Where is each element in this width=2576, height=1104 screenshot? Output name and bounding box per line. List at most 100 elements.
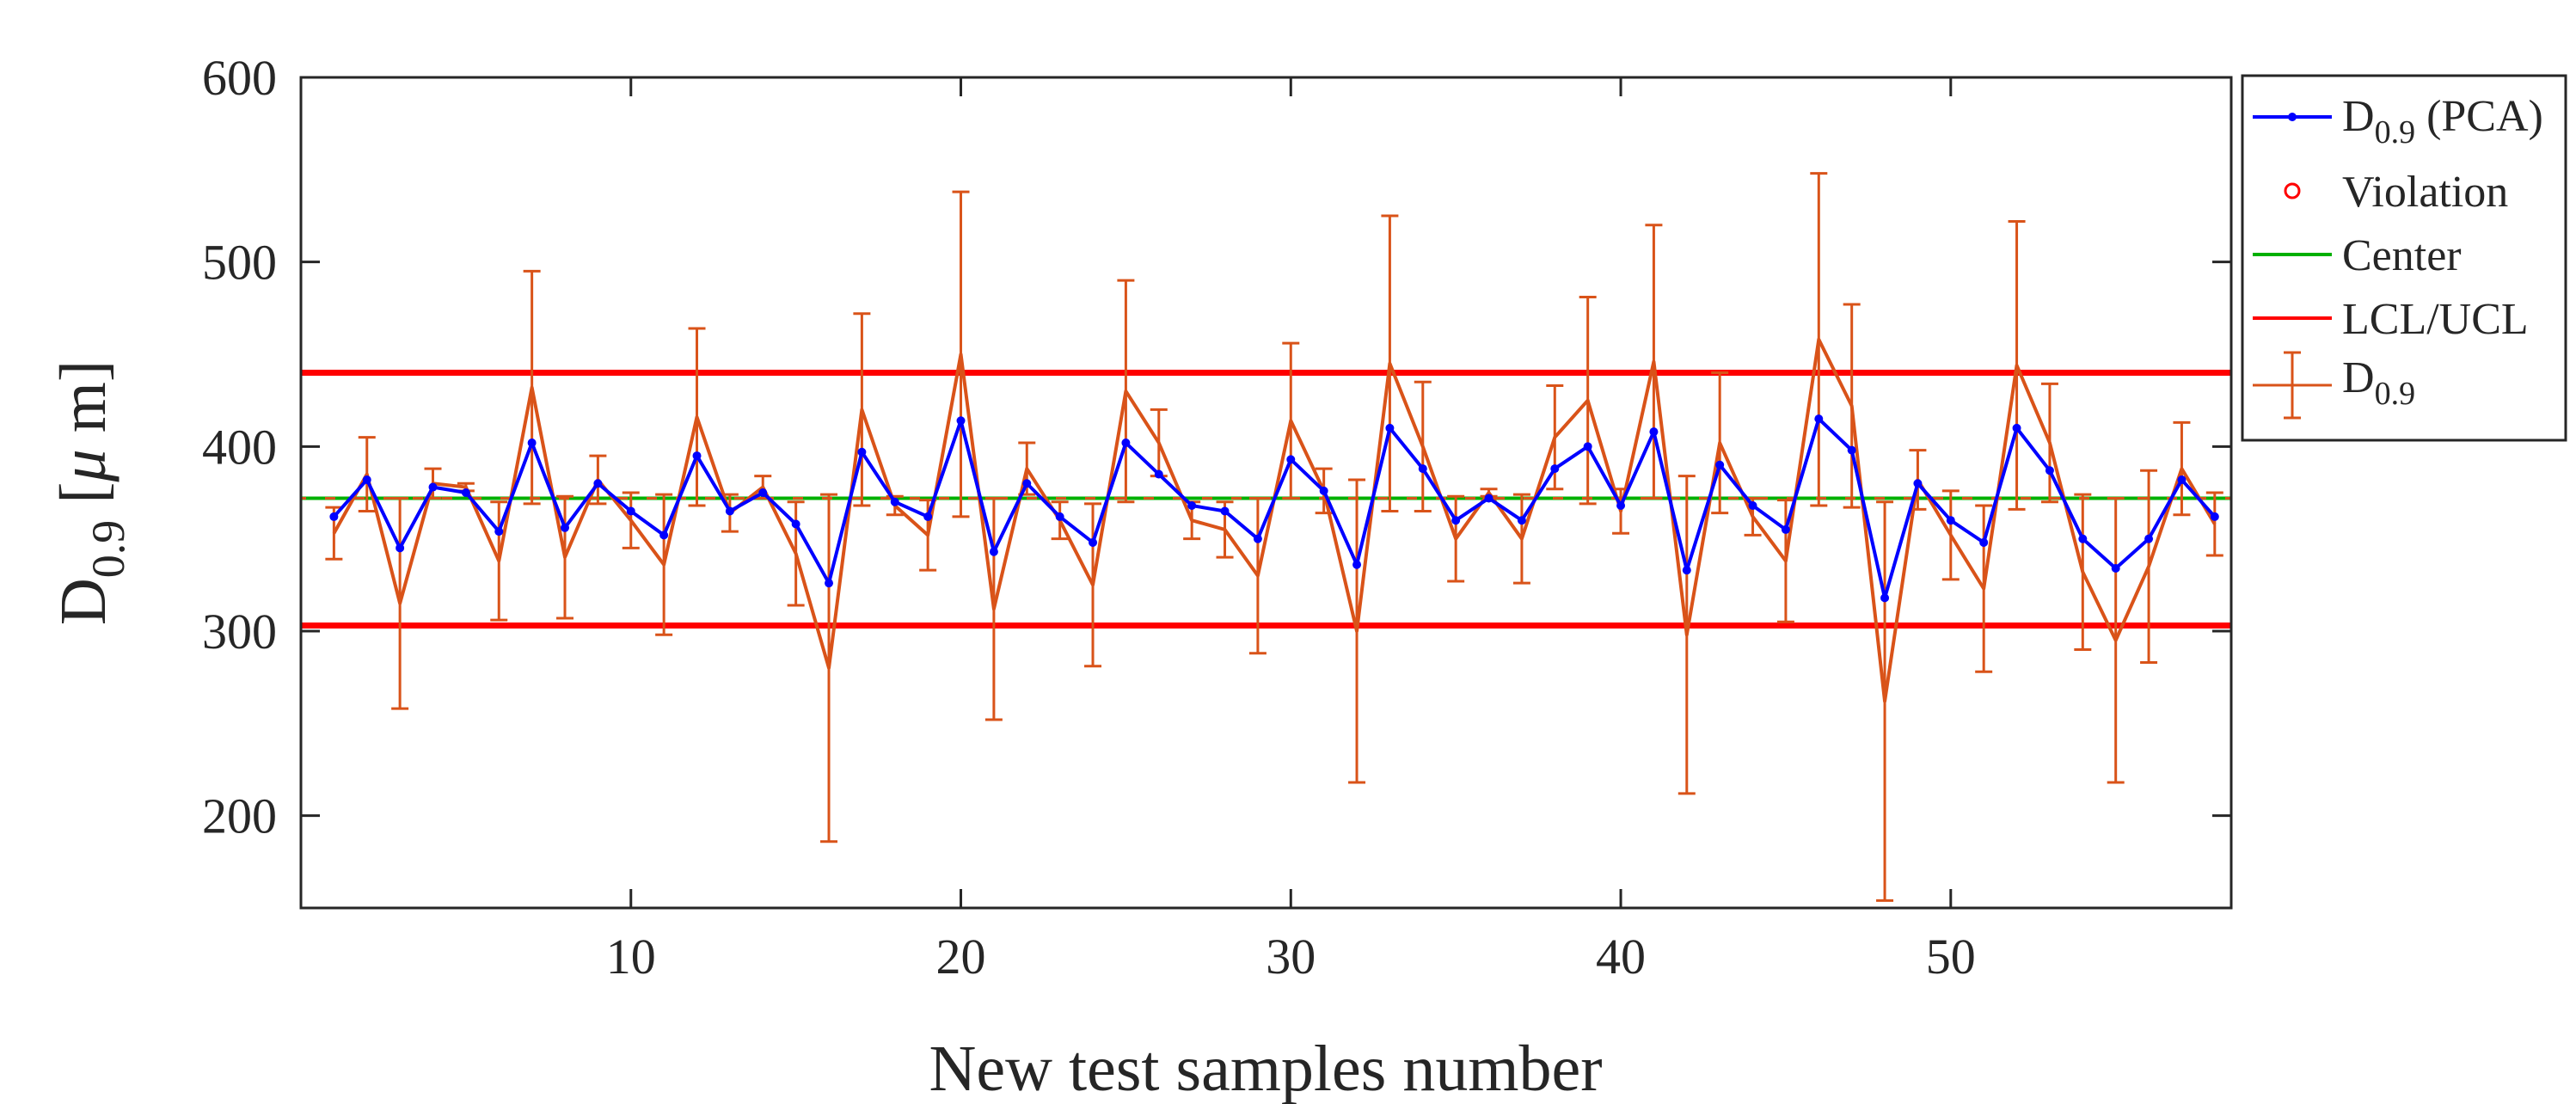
- error-bar: [1579, 295, 1597, 506]
- pca-point: [626, 506, 635, 516]
- pca-point: [1781, 524, 1790, 534]
- pca-point: [1451, 516, 1461, 525]
- y-tick-label: 200: [202, 788, 277, 844]
- pca-point: [1220, 506, 1230, 516]
- y-axis-title-main: D: [47, 578, 120, 625]
- pca-point: [1154, 469, 1163, 479]
- legend-label-errbar: D0.9: [2342, 353, 2415, 412]
- pca-point: [791, 519, 800, 529]
- error-bar: [556, 494, 574, 620]
- pca-point: [956, 416, 966, 426]
- pca-point: [1517, 516, 1526, 525]
- pca-point: [890, 497, 899, 506]
- error-bar: [1776, 499, 1794, 623]
- error-bar: [2205, 491, 2223, 557]
- pca-point: [2012, 423, 2021, 432]
- pca-point: [1352, 560, 1362, 569]
- error-bar: [1414, 380, 1432, 512]
- pca-point: [1089, 537, 1098, 547]
- error-bar: [1117, 279, 1135, 504]
- legend-label-limits: LCL/UCL: [2342, 295, 2529, 344]
- y-axis-title-sub: 0.9: [83, 520, 134, 579]
- error-bar: [1282, 341, 1300, 500]
- legend-label-violation: Violation: [2342, 168, 2508, 217]
- legend-box: [2241, 74, 2567, 442]
- error-bar: [2107, 496, 2125, 784]
- error-bar: [1645, 224, 1663, 500]
- error-bar: [1843, 303, 1861, 509]
- error-bar: [490, 500, 508, 622]
- pca-point: [692, 451, 702, 461]
- y-axis-title: D0.9 [μ m]: [47, 360, 134, 625]
- error-bar: [391, 496, 409, 710]
- error-bar-series: [325, 172, 2223, 902]
- pca-point: [2045, 466, 2054, 475]
- error-bar: [655, 493, 673, 636]
- y-tick-label: 400: [202, 419, 277, 475]
- pca-point: [1979, 537, 1989, 547]
- error-bar: [1381, 214, 1399, 512]
- pca-point: [1055, 512, 1064, 521]
- error-bar: [1810, 172, 1828, 507]
- pca-point: [1682, 566, 1691, 575]
- axes-box: [299, 76, 2233, 910]
- y-axis-title-unit-end: m]: [47, 360, 120, 449]
- error-bar: [2173, 420, 2191, 517]
- pca-point: [527, 439, 537, 448]
- y-axis-title-mu: μ: [47, 449, 120, 482]
- error-bar: [2140, 469, 2158, 664]
- error-bar: [622, 491, 640, 549]
- pca-point: [1616, 501, 1626, 511]
- error-bar: [523, 269, 541, 506]
- pca-point: [362, 475, 371, 484]
- pca-point: [923, 512, 933, 521]
- pca-point: [1187, 501, 1197, 511]
- pca-point: [329, 512, 339, 521]
- pca-point: [1913, 479, 1923, 488]
- x-axis-title: New test samples number: [929, 1033, 1602, 1104]
- error-bar: [853, 312, 871, 507]
- pca-series: [329, 414, 2219, 603]
- pca-point: [2078, 534, 2088, 543]
- error-bar: [358, 436, 376, 512]
- pca-point: [2210, 512, 2219, 521]
- error-bar: [1084, 502, 1102, 668]
- error-bar: [1711, 371, 1729, 515]
- x-tick-label: 40: [1596, 929, 1646, 984]
- error-bar: [2040, 382, 2058, 504]
- pca-series-line: [332, 417, 2217, 600]
- pca-point: [561, 523, 570, 532]
- pca-point: [1583, 442, 1592, 451]
- y-tick-label: 500: [202, 235, 277, 291]
- pca-point: [1946, 516, 1955, 525]
- pca-point: [1253, 534, 1262, 543]
- x-tick-label: 20: [936, 929, 986, 984]
- pca-point: [2111, 564, 2120, 573]
- legend-label-pca: D0.9 (PCA): [2342, 92, 2543, 150]
- axis-ticks: 10 20 30 40 50 200 300 400 500 600: [202, 50, 2231, 984]
- error-bar: [1248, 496, 1267, 655]
- pca-point: [1286, 455, 1296, 464]
- pca-point: [725, 506, 734, 516]
- error-bar: [1941, 489, 1960, 581]
- pca-point: [396, 543, 405, 553]
- error-bar: [820, 493, 838, 843]
- pca-point: [494, 527, 504, 537]
- error-bar: [1975, 504, 1993, 673]
- pca-point: [1847, 445, 1856, 455]
- error-bar: [984, 496, 1003, 721]
- pca-point: [758, 488, 768, 497]
- pca-point: [825, 579, 834, 588]
- legend: D0.9 (PCA) Violation Center LCL/UCL D0.9: [2241, 74, 2567, 442]
- error-bar: [1447, 494, 1465, 583]
- x-tick-label: 50: [1926, 929, 1976, 984]
- pca-point: [1418, 464, 1427, 474]
- error-bar: [1348, 478, 1366, 784]
- pca-point: [1748, 501, 1757, 511]
- legend-swatch-pca-marker: [2288, 113, 2297, 121]
- error-bar: [1876, 500, 1894, 902]
- pca-point: [1121, 439, 1131, 448]
- y-tick-label: 600: [202, 50, 277, 106]
- legend-swatch-violation-marker: [2284, 182, 2301, 199]
- error-bar: [787, 500, 805, 607]
